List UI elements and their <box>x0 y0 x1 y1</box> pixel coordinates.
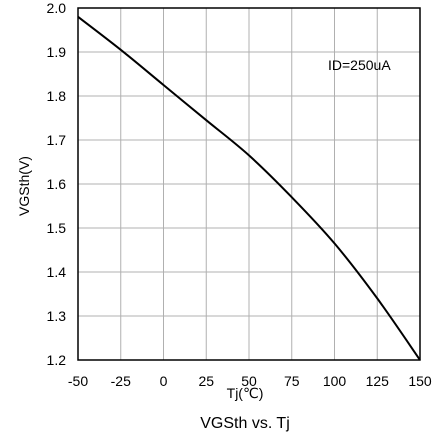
series-layer <box>77 16 421 361</box>
plot-border <box>77 7 421 361</box>
x-tick-label: 0 <box>160 373 168 389</box>
y-tick-label: 2.0 <box>47 0 67 16</box>
vgsth-series-line <box>77 16 421 361</box>
x-tick-labels: -50 -25 0 25 50 75 100 125 150 <box>68 373 432 389</box>
x-tick-label: 150 <box>408 373 432 389</box>
y-tick-labels: 1.2 1.3 1.4 1.5 1.6 1.7 1.8 1.9 2.0 <box>47 0 67 368</box>
y-tick-label: 1.9 <box>47 44 67 60</box>
x-axis-title: Tj(℃) <box>227 385 264 401</box>
x-tick-label: 125 <box>366 373 390 389</box>
condition-annotation: ID=250uA <box>328 57 391 73</box>
y-tick-label: 1.6 <box>47 176 67 192</box>
chart-title: VGSth vs. Tj <box>200 415 290 432</box>
x-tick-label: -50 <box>68 373 88 389</box>
x-tick-label: 25 <box>198 373 214 389</box>
x-tick-label: -25 <box>111 373 131 389</box>
y-axis-title: VGSth(V) <box>16 156 32 216</box>
x-tick-label: 100 <box>323 373 347 389</box>
y-tick-label: 1.2 <box>47 352 67 368</box>
plot-frame <box>77 7 421 361</box>
x-tick-label: 50 <box>241 373 257 389</box>
y-tick-label: 1.3 <box>47 308 67 324</box>
x-tick-label: 75 <box>284 373 300 389</box>
y-tick-label: 1.7 <box>47 132 67 148</box>
y-tick-label: 1.8 <box>47 88 67 104</box>
y-tick-label: 1.5 <box>47 220 67 236</box>
y-tick-label: 1.4 <box>47 264 67 280</box>
